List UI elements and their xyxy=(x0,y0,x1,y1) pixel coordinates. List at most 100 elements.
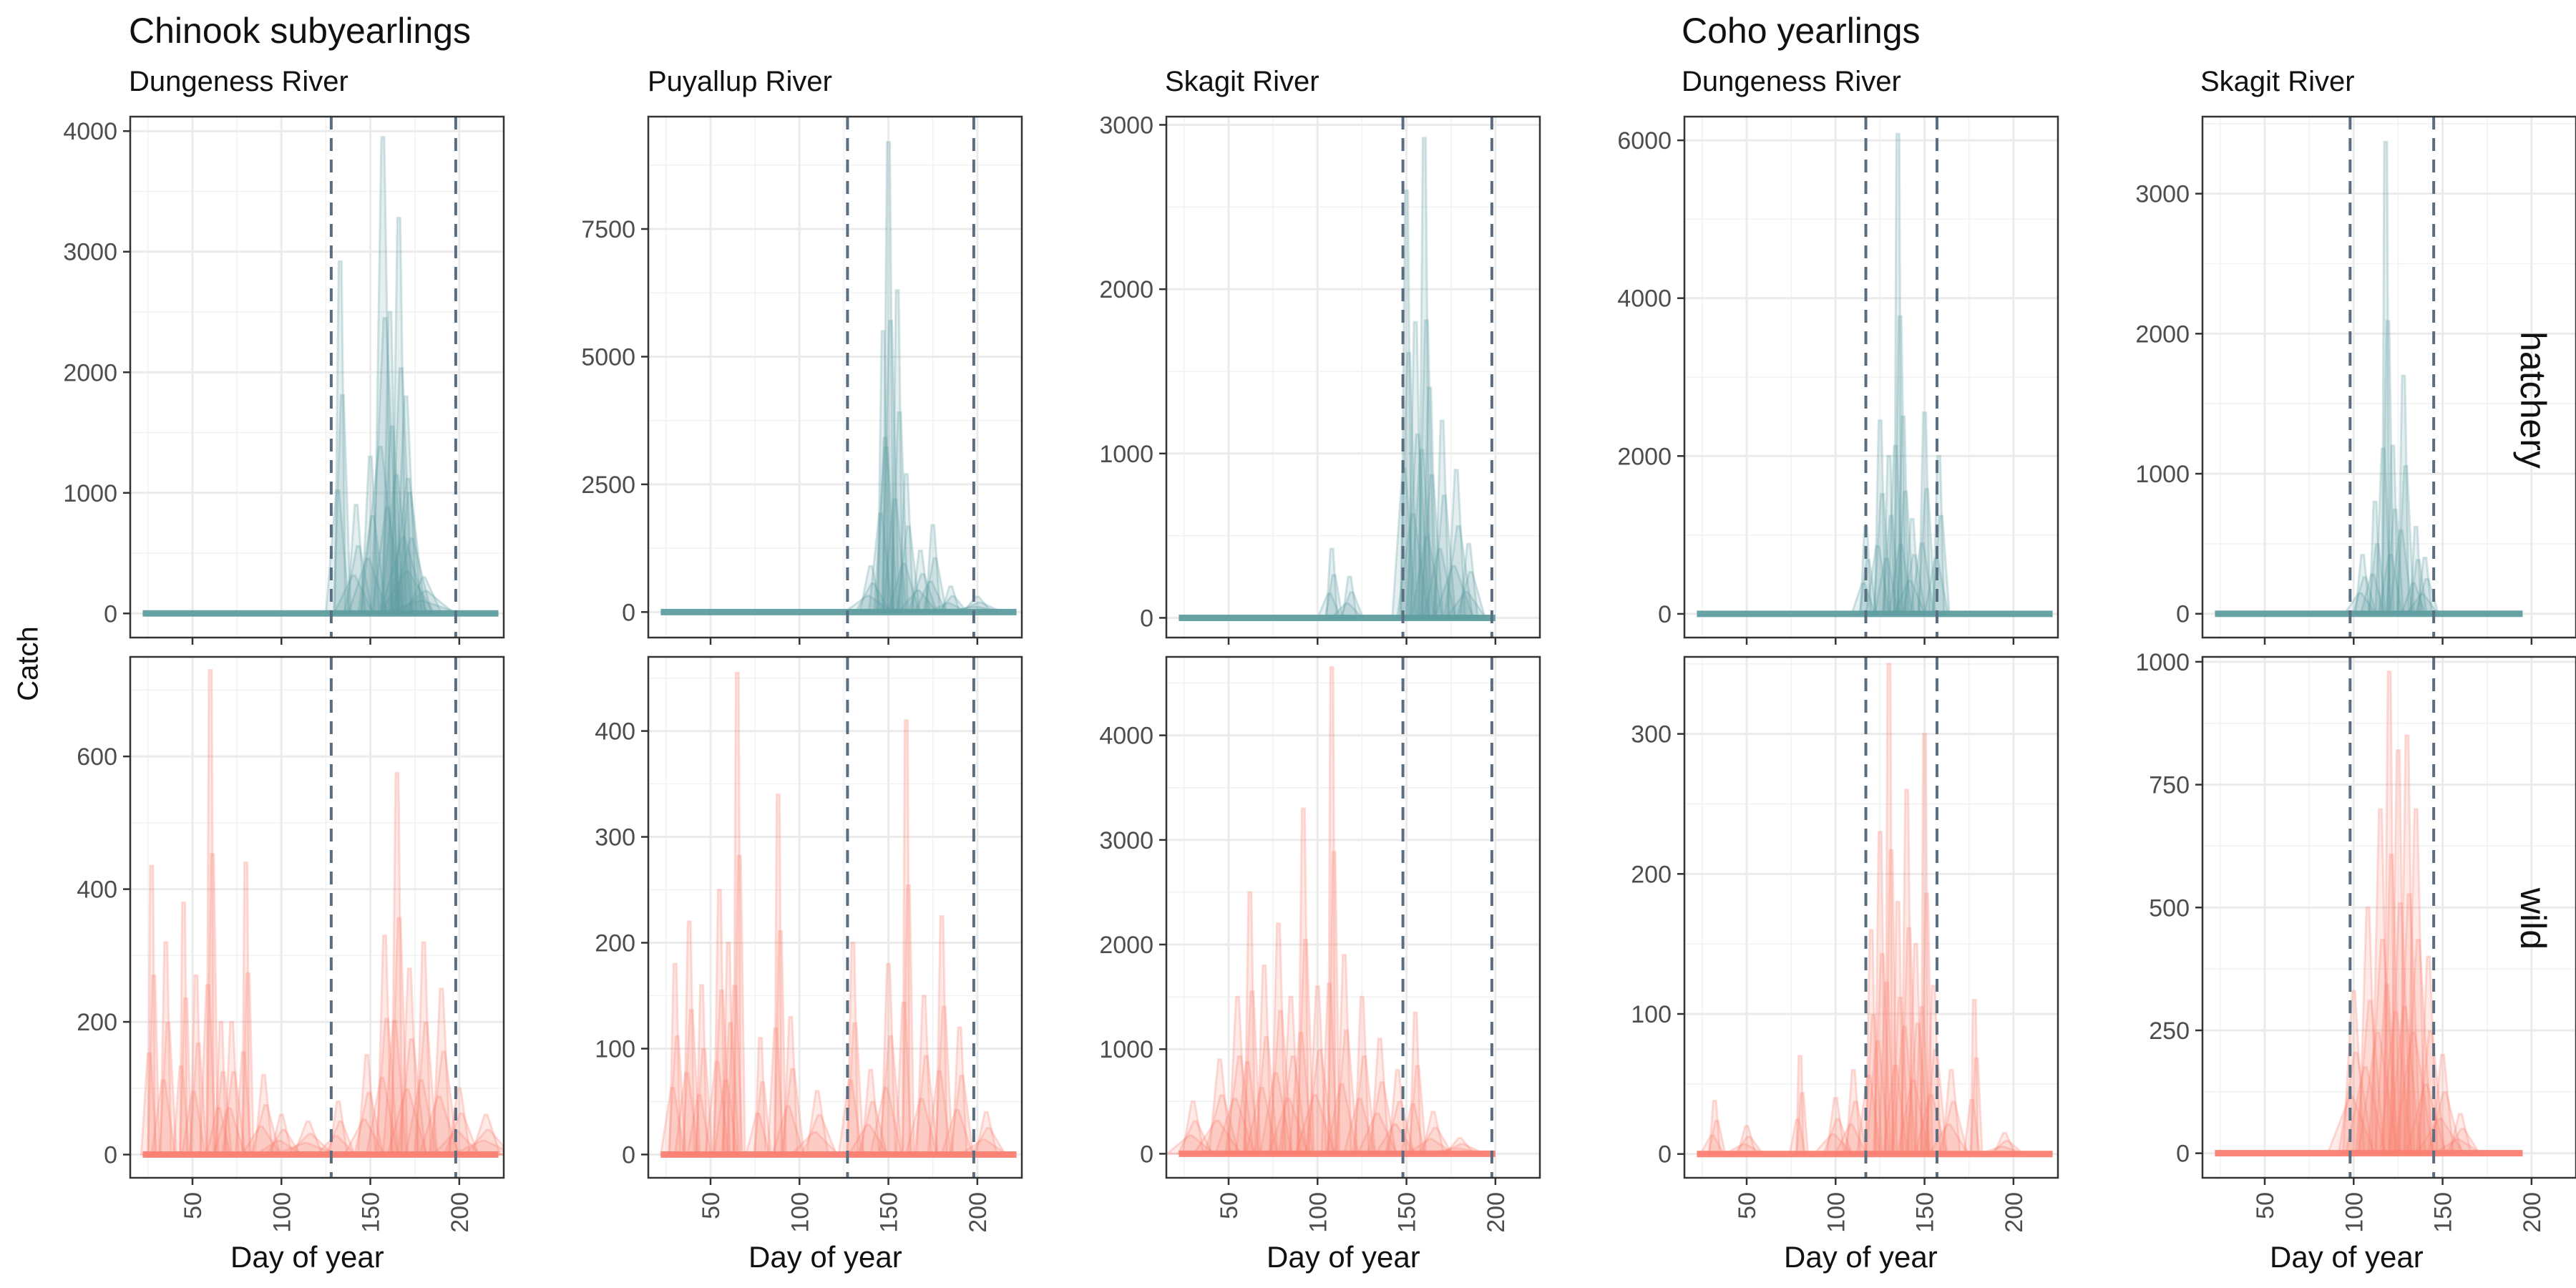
panel-4-y-tick-label-0: 0 xyxy=(2176,601,2190,628)
group-title-coho: Coho yearlings xyxy=(1682,11,1921,51)
panel-2: 0 1000 2000 3000 xyxy=(1099,112,1541,645)
panel-2-border xyxy=(1165,115,1541,639)
panel-6-x-tick-label-150: 150 xyxy=(876,1192,903,1233)
panel-0-y-tick-label-1000: 1000 xyxy=(63,480,117,507)
panel-2-traces xyxy=(1179,137,1496,621)
panel-title-chinook-skagit: Skagit River xyxy=(1165,66,1319,97)
panel-0-y-tick-label-3000: 3000 xyxy=(63,239,117,266)
panel-title-coho-skagit: Skagit River xyxy=(2200,66,2355,97)
panel-4: 0 1000 2000 3000 xyxy=(2135,115,2576,645)
panel-0-y-tick-label-2000: 2000 xyxy=(63,359,117,386)
panel-7-y-tick-label-1000: 1000 xyxy=(1099,1036,1153,1063)
x-axis-title-4: Day of year xyxy=(1784,1240,1938,1274)
panel-1-traces xyxy=(660,141,1017,615)
panel-6-y-tick-label-100: 100 xyxy=(595,1035,635,1063)
panel-9-y-tick-label-0: 0 xyxy=(2176,1141,2190,1168)
panel-6-y-tick-label-200: 200 xyxy=(595,930,635,957)
panel-2-y-tick-label-1000: 1000 xyxy=(1099,441,1153,468)
panel-7-y-tick-label-0: 0 xyxy=(1140,1141,1153,1168)
panel-9-border xyxy=(2201,655,2576,1179)
panel-8-traces xyxy=(1697,663,2053,1158)
panel-8-border xyxy=(1683,655,2059,1179)
panel-8-x-tick-label-200: 200 xyxy=(2001,1192,2028,1233)
panel-8-x-tick-label-50: 50 xyxy=(1734,1192,1761,1219)
panel-4-y-tick-label-1000: 1000 xyxy=(2135,461,2190,488)
panel-7-x-tick-label-50: 50 xyxy=(1216,1192,1243,1219)
panel-9-traces xyxy=(2215,670,2523,1157)
x-axis-title-3: Day of year xyxy=(1267,1240,1420,1274)
panel-5-y-tick-label-0: 0 xyxy=(104,1142,117,1169)
panel-0-background xyxy=(130,117,504,638)
panel-6-y-tick-label-300: 300 xyxy=(595,824,635,852)
panel-5-y-tick-label-200: 200 xyxy=(77,1009,117,1036)
panel-3-traces xyxy=(1697,132,2053,618)
panel-2-y-tick-label-3000: 3000 xyxy=(1099,112,1153,139)
panel-6-traces xyxy=(659,671,1017,1158)
panel-6: 0 100 200 300 400 50 100 150 200 xyxy=(595,655,1023,1233)
panel-0-y-tick-label-4000: 4000 xyxy=(63,118,117,145)
y-axis-title: Catch xyxy=(12,626,44,701)
panel-5-x-tick-label-50: 50 xyxy=(180,1192,207,1219)
panel-9: 0 250 500 750 1000 50 100 150 200 xyxy=(2135,649,2576,1233)
panel-1-y-tick-label-7500: 7500 xyxy=(581,216,635,243)
panel-9-y-tick-label-1000: 1000 xyxy=(2135,649,2190,676)
panel-1-y-tick-label-2500: 2500 xyxy=(581,472,635,499)
panel-5: 0 200 400 600 50 100 150 200 xyxy=(77,655,505,1233)
panel-0-traces xyxy=(142,136,499,617)
panel-6-x-tick-label-50: 50 xyxy=(698,1192,725,1219)
panel-6-x-tick-label-100: 100 xyxy=(786,1192,814,1233)
panel-3-y-tick-label-2000: 2000 xyxy=(1617,443,1672,470)
panel-7-x-tick-label-100: 100 xyxy=(1304,1192,1332,1233)
panel-7-y-tick-label-4000: 4000 xyxy=(1099,723,1153,750)
panel-7-x-tick-label-200: 200 xyxy=(1483,1192,1510,1233)
x-axis-title-1: Day of year xyxy=(230,1240,384,1274)
panel-7: 0 1000 2000 3000 4000 50 100 150 200 xyxy=(1099,655,1541,1233)
panel-8-x-tick-label-100: 100 xyxy=(1823,1192,1850,1233)
panel-2-y-tick-label-2000: 2000 xyxy=(1099,276,1153,303)
panel-3-border xyxy=(1683,115,2059,639)
panel-0-border xyxy=(129,115,505,639)
panel-1-background xyxy=(648,117,1022,638)
panel-3-y-tick-label-4000: 4000 xyxy=(1617,286,1672,313)
panel-5-y-tick-label-600: 600 xyxy=(77,743,117,771)
panel-5-y-tick-label-400: 400 xyxy=(77,877,117,904)
panel-9-x-tick-label-200: 200 xyxy=(2519,1192,2546,1233)
strip-label-hatchery: hatchery xyxy=(2513,331,2553,469)
panel-9-x-tick-label-100: 100 xyxy=(2341,1192,2368,1233)
x-axis-title-5: Day of year xyxy=(2270,1240,2424,1274)
panel-0: 0 1000 2000 3000 4000 xyxy=(63,115,505,645)
panel-4-border xyxy=(2201,115,2576,639)
panel-9-y-tick-label-750: 750 xyxy=(2149,772,2190,799)
strip-label-wild: wild xyxy=(2513,887,2553,950)
panel-5-border xyxy=(129,655,505,1179)
panel-5-x-tick-label-200: 200 xyxy=(447,1192,474,1233)
panel-8-y-tick-label-200: 200 xyxy=(1631,861,1672,888)
panel-title-coho-dungeness: Dungeness River xyxy=(1682,66,1901,97)
panel-1-y-tick-label-5000: 5000 xyxy=(581,343,635,371)
panel-6-y-tick-label-400: 400 xyxy=(595,718,635,746)
panel-2-background xyxy=(1166,117,1540,638)
panel-9-y-tick-label-500: 500 xyxy=(2149,894,2190,922)
panel-title-chinook-puyallup: Puyallup River xyxy=(648,66,832,97)
panel-3-y-tick-label-0: 0 xyxy=(1658,601,1672,628)
panel-8: 0 100 200 300 50 100 150 200 xyxy=(1631,655,2059,1233)
panel-9-y-tick-label-250: 250 xyxy=(2149,1018,2190,1045)
panel-4-traces xyxy=(2215,140,2523,618)
panel-4-y-tick-label-2000: 2000 xyxy=(2135,321,2190,348)
panel-5-traces xyxy=(140,669,504,1158)
panel-6-y-tick-label-0: 0 xyxy=(622,1141,635,1169)
panel-9-x-tick-label-150: 150 xyxy=(2430,1192,2457,1233)
panel-9-x-tick-label-50: 50 xyxy=(2252,1192,2279,1219)
panel-7-traces xyxy=(1166,666,1496,1157)
panel-0-y-tick-label-0: 0 xyxy=(104,600,117,628)
x-axis-title-2: Day of year xyxy=(748,1240,902,1274)
panel-7-x-tick-label-150: 150 xyxy=(1394,1192,1421,1233)
panel-5-x-tick-label-100: 100 xyxy=(268,1192,296,1233)
panel-2-y-tick-label-0: 0 xyxy=(1140,605,1153,632)
panel-1-y-tick-label-0: 0 xyxy=(622,599,635,626)
panel-6-border xyxy=(647,655,1023,1179)
panel-7-y-tick-label-2000: 2000 xyxy=(1099,932,1153,959)
panel-8-x-tick-label-150: 150 xyxy=(1912,1192,1939,1233)
